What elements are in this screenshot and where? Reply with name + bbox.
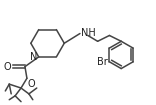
Text: N: N xyxy=(30,52,38,62)
Text: Br: Br xyxy=(97,57,107,67)
Text: NH: NH xyxy=(81,28,96,38)
Text: O: O xyxy=(28,79,36,89)
Text: O: O xyxy=(4,62,11,72)
